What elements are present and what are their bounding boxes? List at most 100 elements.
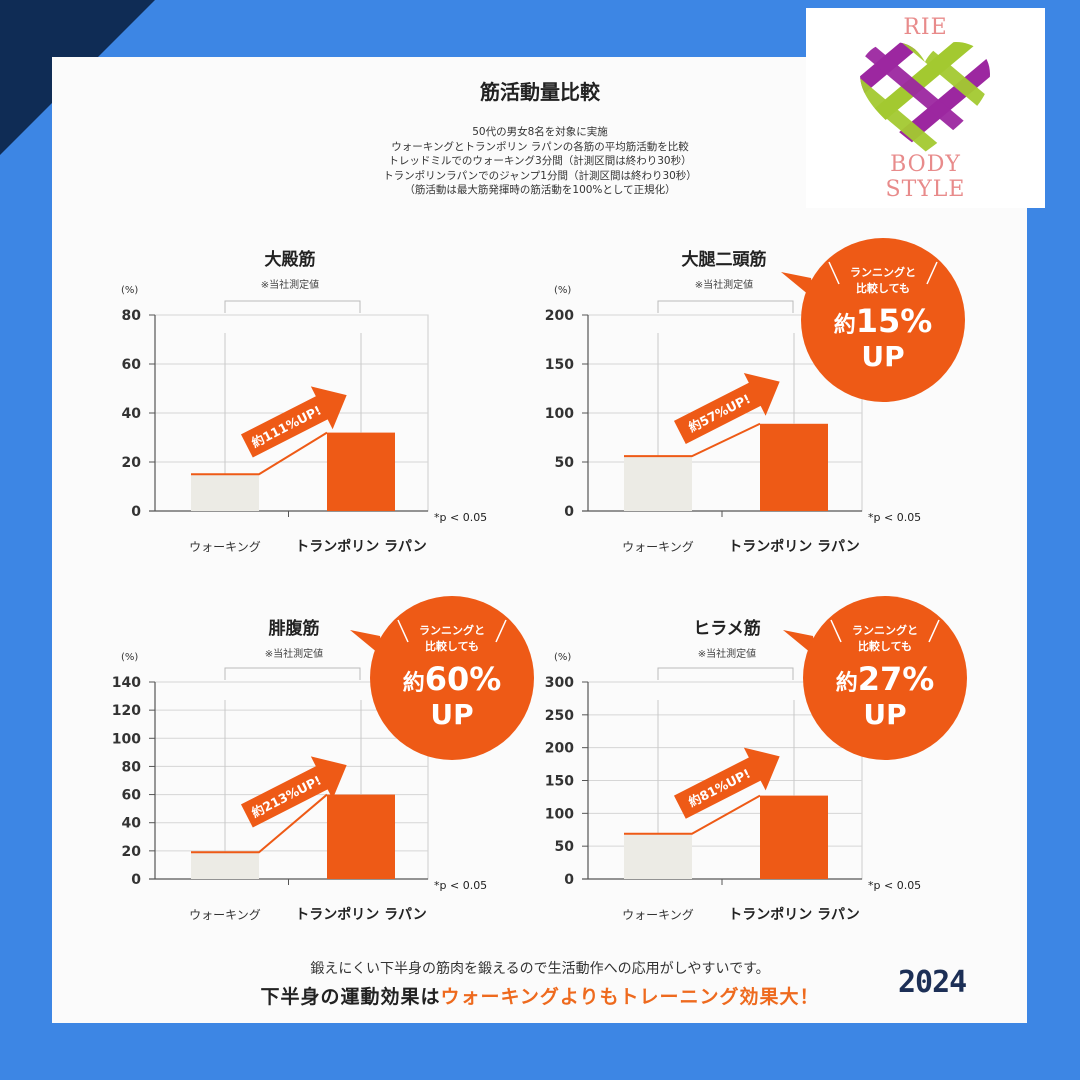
y-tick-label: 120: [112, 703, 141, 719]
significance-label: *p < 0.05: [868, 879, 921, 892]
y-tick-label: 100: [545, 806, 574, 822]
footer-headline-highlight: ウォーキングよりもトレーニング効果大！: [440, 986, 820, 1008]
chart-note: ※当社測定値: [261, 278, 319, 291]
bubble-circle: [801, 238, 965, 402]
y-tick-label: 60: [122, 357, 142, 373]
bubble-up: UP: [430, 698, 473, 731]
bubble-text-line2: 比較しても: [856, 281, 910, 295]
up-arrow-shape: [673, 372, 780, 445]
y-tick-label: 140: [112, 675, 141, 691]
x-category-label: ウォーキング: [189, 540, 261, 554]
trend-connector: [624, 794, 761, 835]
bar-trampoline: [760, 423, 828, 511]
trend-connector: [624, 422, 761, 458]
description-line: トランポリンラパンでのジャンプ1分間（計測区間は終わり30秒）: [383, 169, 697, 182]
bubble-text-line1: ランニングと: [419, 623, 485, 637]
bar-walking: [624, 833, 692, 879]
description-line: 50代の男女8名を対象に実施: [472, 126, 608, 138]
y-tick-label: 60: [122, 788, 142, 804]
bubble-circle: [370, 596, 534, 760]
y-tick-label: 0: [564, 504, 574, 520]
chart-title: 大殿筋: [265, 249, 316, 270]
x-category-label: ウォーキング: [622, 908, 694, 922]
chart-title: 腓腹筋: [269, 618, 320, 639]
y-tick-label: 300: [545, 675, 574, 691]
y-tick-label: 0: [131, 504, 141, 520]
significance-bracket: [224, 667, 361, 680]
bubble-up: UP: [861, 340, 904, 373]
bubble-accent-line: [926, 261, 938, 285]
bar-walking: [191, 852, 259, 879]
up-arrow-shape: [673, 747, 780, 819]
bubble-big-value: 約27%: [836, 660, 935, 698]
y-axis-unit: (%): [121, 652, 138, 663]
x-category-label: ウォーキング: [622, 540, 694, 554]
bubble-big-value: 約60%: [403, 660, 502, 698]
x-category-label: トランポリン ラパン: [728, 538, 859, 555]
bubble-text-line2: 比較しても: [858, 639, 912, 653]
y-tick-label: 80: [122, 308, 142, 324]
chart-title: 大腿二頭筋: [682, 249, 767, 270]
trend-connector: [191, 793, 328, 854]
significance-bracket: [224, 300, 361, 313]
logo-text-body: BODY: [890, 152, 961, 177]
chart-1: 大殿筋 ※当社測定値 (%) 0 20 40 60 80 ウォーキング トランポリン ラパン *p …: [121, 249, 487, 555]
page-title: 筋活動量比較: [480, 80, 600, 104]
bubble-accent-line: [495, 619, 507, 643]
x-category-label: トランポリン ラパン: [728, 906, 859, 923]
year-label: 2024: [898, 965, 967, 1000]
y-axis-unit: (%): [554, 652, 571, 663]
bubble-text-line1: ランニングと: [850, 265, 916, 279]
bar-trampoline: [327, 432, 395, 511]
y-tick-label: 50: [555, 839, 575, 855]
y-axis-unit: (%): [554, 285, 571, 296]
significance-bracket: [657, 667, 794, 680]
chart-note: ※当社測定値: [698, 647, 756, 660]
bubble-up: UP: [863, 698, 906, 731]
x-category-label: トランポリン ラパン: [295, 906, 426, 923]
description-line: ウォーキングとトランポリン ラパンの各筋の平均筋活動を比較: [391, 140, 689, 153]
footer-headline: 下半身の運動効果はウォーキングよりもトレーニング効果大！: [0, 982, 1080, 1009]
y-tick-label: 80: [122, 759, 142, 775]
x-category-label: ウォーキング: [189, 908, 261, 922]
y-tick-label: 100: [112, 731, 141, 747]
x-category-label: トランポリン ラパン: [295, 538, 426, 555]
bar-walking: [191, 474, 259, 511]
bar-walking: [624, 456, 692, 511]
y-tick-label: 20: [122, 844, 142, 860]
brand-logo: RIE BODY STYLE: [806, 8, 1045, 208]
y-tick-label: 250: [545, 708, 574, 724]
y-tick-label: 40: [122, 406, 142, 422]
trend-connector: [191, 431, 328, 476]
y-tick-label: 40: [122, 816, 142, 832]
y-tick-label: 100: [545, 406, 574, 422]
bubble-accent-line: [828, 261, 840, 285]
chart-2: 大腿二頭筋 ※当社測定値 (%) 0 50 100 150 200 ウォーキング トランポリン ラ…: [545, 238, 965, 555]
footer-note: 鍛えにくい下半身の筋肉を鍛えるので生活動作への応用がしやすいです。: [310, 961, 770, 977]
chart-note: ※当社測定値: [695, 278, 753, 291]
bubble-big-value: 約15%: [834, 302, 933, 340]
significance-label: *p < 0.05: [868, 511, 921, 524]
bubble-text-line2: 比較しても: [425, 639, 479, 653]
chart-3: 腓腹筋 ※当社測定値 (%) 0 20 40 60 80 100 120 140 ウォーキング トランポ…: [112, 596, 534, 923]
study-description: 50代の男女8名を対象に実施 ウォーキングとトランポリン ラパンの各筋の平均筋活…: [0, 125, 1080, 198]
bubble-accent-line: [830, 619, 842, 643]
y-tick-label: 50: [555, 455, 575, 471]
y-tick-label: 0: [131, 872, 141, 888]
footer-headline-prefix: 下半身の運動効果は: [260, 986, 441, 1008]
bubble-circle: [803, 596, 967, 760]
y-tick-label: 200: [545, 308, 574, 324]
y-tick-label: 150: [545, 774, 574, 790]
significance-label: *p < 0.05: [434, 879, 487, 892]
up-arrow-shape: [240, 756, 347, 828]
chart-4: ヒラメ筋 ※当社測定値 (%) 0 50 100 150 200 250 300 ウォーキング トラン…: [545, 596, 967, 923]
y-tick-label: 200: [545, 741, 574, 757]
bubble-accent-line: [397, 619, 409, 643]
description-line: （筋活動は最大筋発揮時の筋活動を100%として正規化）: [404, 184, 676, 197]
y-tick-label: 0: [564, 872, 574, 888]
y-tick-label: 20: [122, 455, 142, 471]
chart-title: ヒラメ筋: [693, 618, 761, 639]
